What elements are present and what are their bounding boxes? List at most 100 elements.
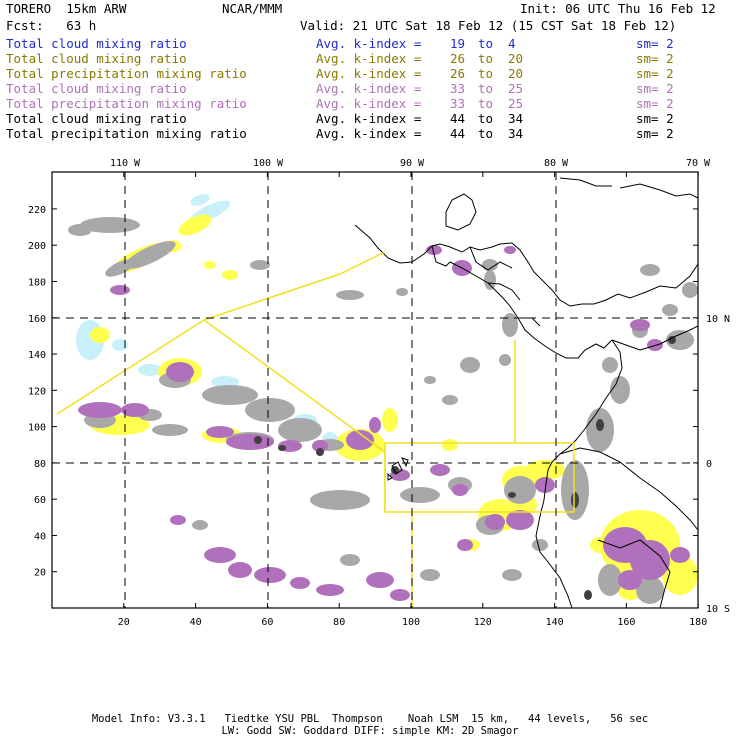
y-tick-label: 60 xyxy=(34,495,46,506)
cloud-dark-core xyxy=(316,448,324,456)
cloud-dark-core xyxy=(584,590,592,600)
border-andes xyxy=(559,447,698,531)
y-tick-label: 40 xyxy=(34,531,46,542)
cloud-purple xyxy=(226,434,274,450)
cloud-purple xyxy=(228,562,252,578)
cloud-gray xyxy=(636,576,664,604)
cloud-gray xyxy=(396,288,408,296)
legend-to-word: to xyxy=(478,96,494,111)
cloud-gray xyxy=(336,290,364,300)
cloud-gray xyxy=(424,376,436,384)
cloud-fields xyxy=(68,194,698,604)
cloud-purple xyxy=(630,319,650,331)
cloud-dark-core xyxy=(596,419,604,431)
legend-to-word: to xyxy=(478,36,494,51)
cloud-dark-core xyxy=(571,492,579,508)
legend-to: 25 xyxy=(508,96,524,111)
lat-lon-gridlines xyxy=(52,172,698,608)
latitude-labels: 10 N 0 10 S xyxy=(706,314,730,615)
cloud-gray xyxy=(682,282,698,298)
legend-index-label: Avg. k-index = xyxy=(316,111,422,126)
legend-to-word: to xyxy=(478,81,494,96)
cloud-gray xyxy=(662,304,678,316)
cloud-light-blue xyxy=(138,364,162,376)
legend-to: 20 xyxy=(508,51,524,66)
legend-to-word: to xyxy=(478,66,494,81)
x-tick-label: 140 xyxy=(546,617,564,628)
legend-row: Total precipitation mixing ratio Avg. k-i… xyxy=(6,66,740,81)
cloud-purple xyxy=(369,417,381,433)
cloud-purple xyxy=(452,484,468,496)
x-tick-label: 180 xyxy=(689,617,707,628)
cloud-light-blue xyxy=(112,339,128,351)
coastline-caribbean xyxy=(511,242,698,307)
coastline-cuba xyxy=(559,177,612,187)
cloud-yellow xyxy=(442,439,458,451)
cloud-gray xyxy=(340,554,360,566)
cloud-gray xyxy=(420,569,440,581)
legend-to-word: to xyxy=(478,51,494,66)
cloud-purple xyxy=(254,567,286,583)
cloud-gray xyxy=(504,476,536,504)
coastline-central-america xyxy=(449,261,613,359)
cloud-gray xyxy=(499,354,511,366)
cloud-gray xyxy=(278,418,322,442)
cloud-gray xyxy=(561,460,589,520)
cloud-gray xyxy=(602,357,618,373)
legend-field: Total cloud mixing ratio xyxy=(6,36,187,51)
legend-to: 20 xyxy=(508,66,524,81)
cloud-yellow xyxy=(382,408,398,432)
cloud-gray xyxy=(310,490,370,510)
legend-row: Total cloud mixing ratio Avg. k-index = 44… xyxy=(6,111,740,126)
cloud-gray xyxy=(152,424,188,436)
legend-from: 19 xyxy=(450,36,466,51)
cloud-gray xyxy=(610,376,630,404)
legend-row: Total precipitation mixing ratio Avg. k-i… xyxy=(6,96,740,111)
legend-sm: sm= 2 xyxy=(636,51,674,66)
cloud-purple xyxy=(535,477,555,493)
cloud-purple xyxy=(390,589,410,601)
y-axis-ticks: 20 40 60 80 100 120 140 160 180 200 220 xyxy=(28,205,698,579)
legend-sm: sm= 2 xyxy=(636,81,674,96)
model-info-line1: Model Info: V3.3.1 Tiedtke YSU PBL Thomp… xyxy=(91,713,649,725)
cloud-gray xyxy=(105,259,135,277)
legend-field: Total cloud mixing ratio xyxy=(6,81,187,96)
y-tick-label: 20 xyxy=(34,568,46,579)
cloud-gray xyxy=(532,539,548,551)
longitude-label: 90 W xyxy=(400,158,425,169)
cloud-purple xyxy=(166,362,194,382)
cloud-purple xyxy=(485,514,505,530)
legend-field: Total precipitation mixing ratio xyxy=(6,126,247,141)
valid-time: Valid: 21 UTC Sat 18 Feb 12 (15 CST Sat … xyxy=(300,18,677,33)
cloud-gray xyxy=(400,487,440,503)
cloud-yellow xyxy=(222,270,238,280)
y-tick-label: 180 xyxy=(28,277,46,288)
x-tick-label: 60 xyxy=(261,617,273,628)
cloud-gray xyxy=(460,357,480,373)
legend-from: 44 xyxy=(450,126,466,141)
latitude-label: 10 N xyxy=(706,314,730,325)
cloud-dark-core xyxy=(254,436,262,444)
center-label: NCAR/MMM xyxy=(222,1,283,16)
cloud-purple xyxy=(204,547,236,563)
cloud-purple xyxy=(78,402,122,418)
cloud-gray xyxy=(502,313,518,337)
legend-to: 4 xyxy=(508,36,516,51)
coastline-yucatan xyxy=(445,193,477,231)
cloud-gray xyxy=(482,259,498,271)
cloud-light-blue xyxy=(190,194,210,206)
legend-field: Total precipitation mixing ratio xyxy=(6,66,247,81)
coastline-hispaniola xyxy=(619,183,698,199)
y-tick-label: 160 xyxy=(28,314,46,325)
cloud-purple xyxy=(110,285,130,295)
coastline-south-america-west xyxy=(535,339,623,608)
legend-from: 33 xyxy=(450,81,466,96)
legend-field: Total cloud mixing ratio xyxy=(6,51,187,66)
cloud-purple xyxy=(170,515,186,525)
legend-to: 25 xyxy=(508,81,524,96)
cloud-gray xyxy=(192,520,208,530)
cloud-purple xyxy=(312,440,328,452)
legend-to-word: to xyxy=(478,111,494,126)
y-tick-label: 100 xyxy=(28,423,46,434)
cloud-gray xyxy=(666,330,694,350)
